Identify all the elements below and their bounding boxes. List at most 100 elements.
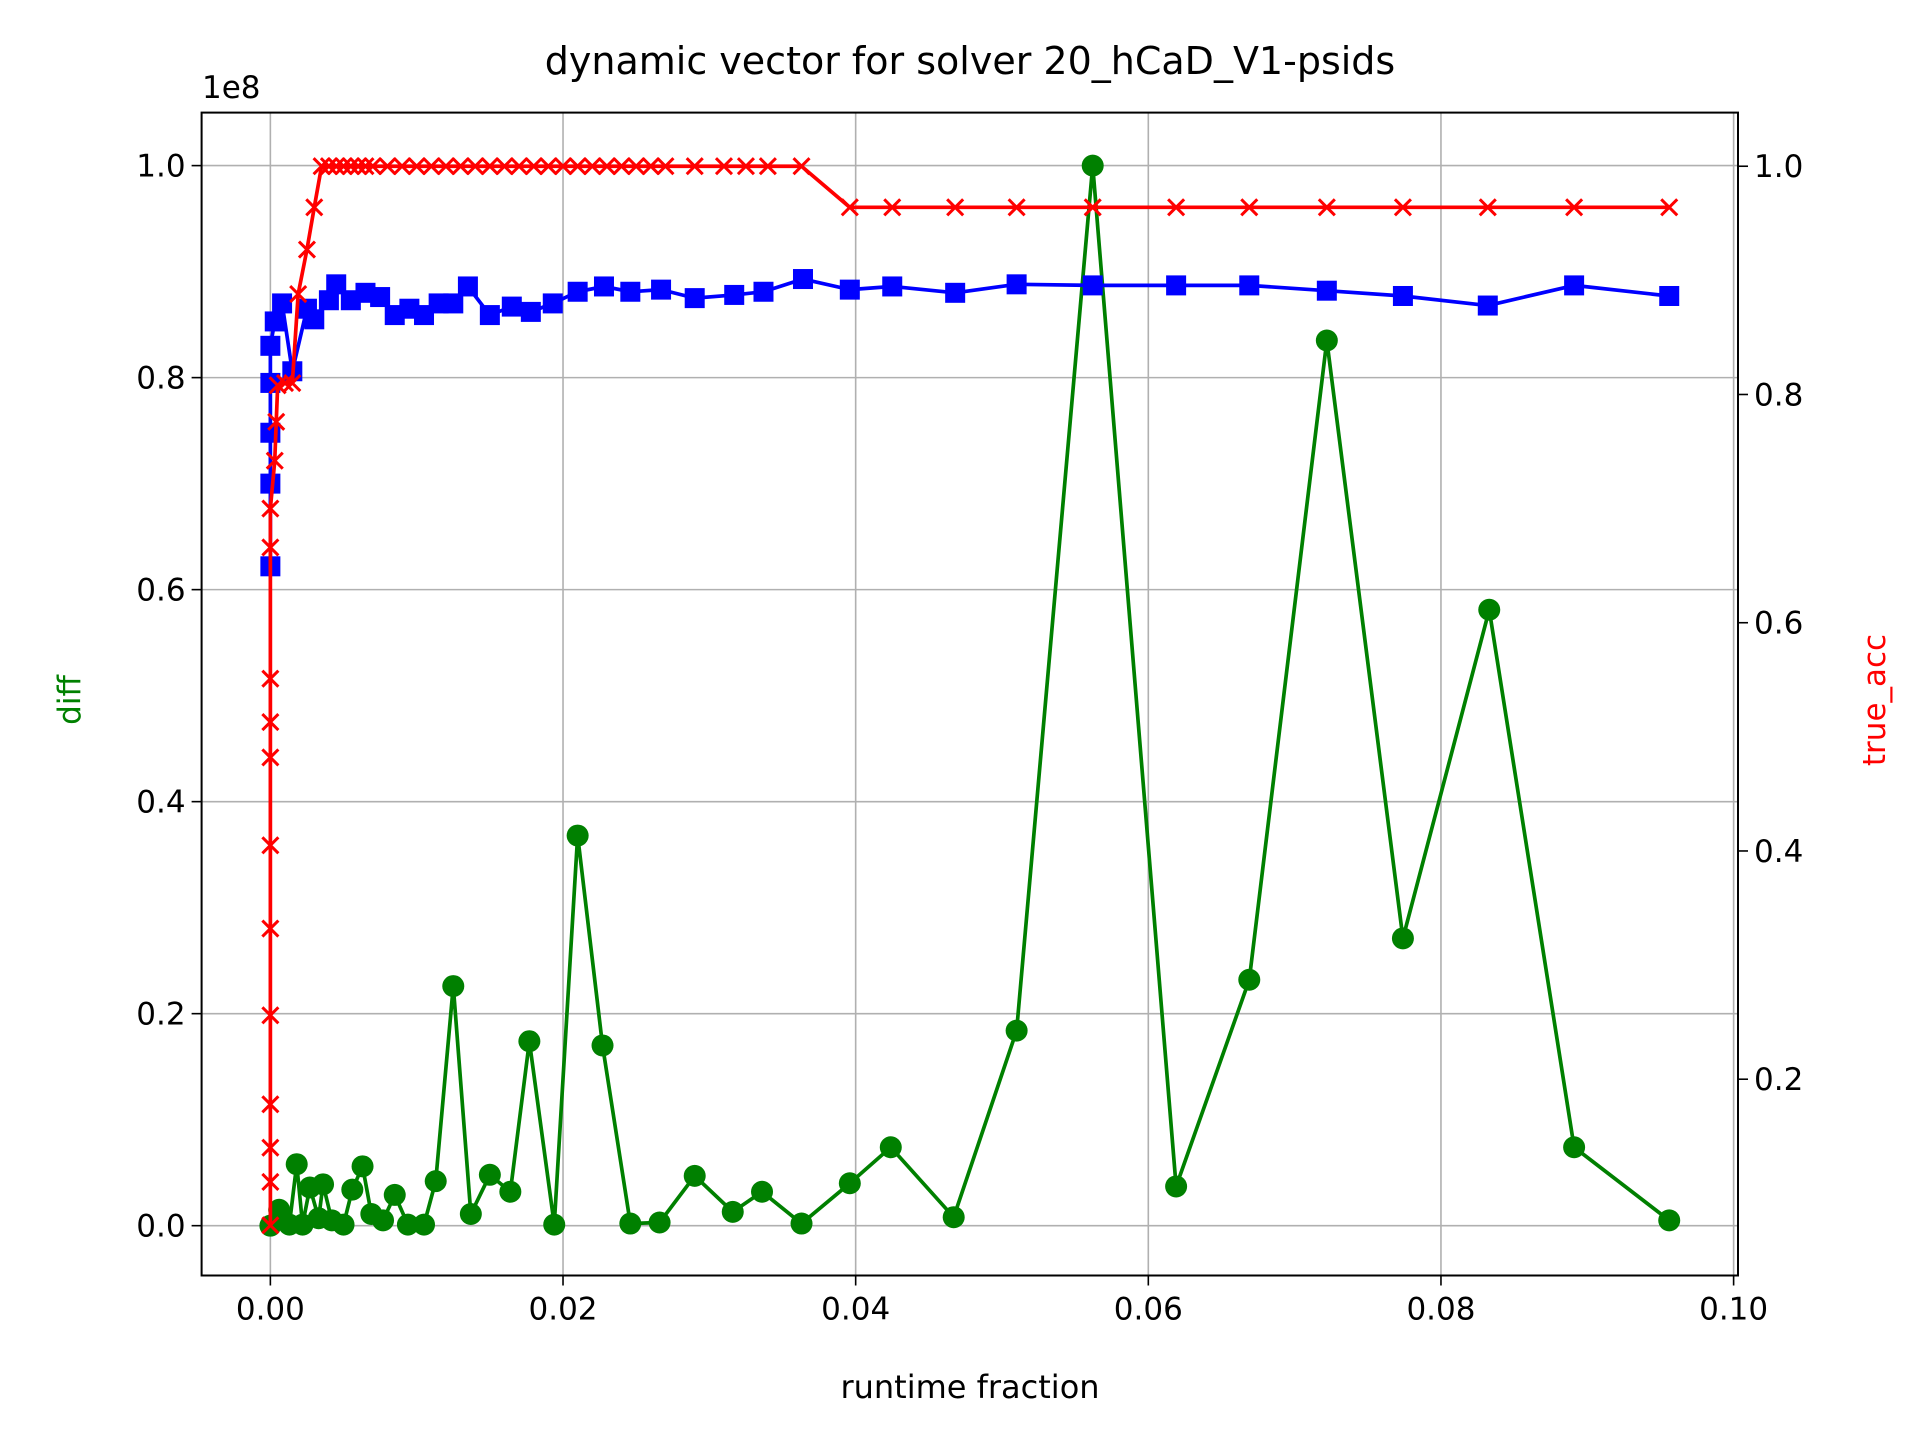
point	[1478, 598, 1501, 621]
x-tick-label: 0.08	[1406, 1292, 1475, 1328]
point	[568, 157, 587, 176]
point	[1166, 275, 1187, 296]
point	[1006, 274, 1027, 295]
point	[1239, 275, 1260, 296]
point	[297, 240, 317, 259]
point	[685, 157, 704, 176]
x-tick-label: 0.10	[1699, 1292, 1768, 1328]
point	[1393, 198, 1412, 217]
point	[393, 157, 412, 176]
point	[443, 293, 464, 314]
point	[499, 1180, 522, 1203]
point	[840, 198, 859, 217]
point	[553, 157, 573, 176]
point	[285, 1153, 308, 1176]
point	[1316, 280, 1337, 301]
point	[442, 975, 465, 998]
point	[261, 1006, 280, 1025]
point	[627, 157, 646, 176]
point	[792, 269, 813, 290]
x-axis-label: runtime fraction	[840, 1368, 1099, 1406]
y-tick-label: 0.6	[136, 573, 185, 609]
point	[261, 669, 280, 688]
point	[479, 305, 500, 326]
y2-axis-label: true_acc	[1857, 634, 1893, 766]
point	[539, 157, 558, 176]
point	[351, 1155, 374, 1178]
point	[566, 824, 589, 847]
point	[620, 281, 641, 302]
point	[327, 157, 346, 176]
point	[883, 198, 902, 217]
point	[304, 309, 325, 330]
point	[1081, 154, 1104, 177]
point	[326, 274, 347, 295]
point	[684, 288, 705, 309]
series	[261, 157, 1679, 1235]
point	[466, 157, 485, 176]
y2-tick-label: 1.0	[1754, 149, 1803, 185]
point	[275, 374, 295, 393]
point	[597, 157, 616, 176]
point	[341, 1178, 364, 1201]
point	[451, 157, 470, 176]
point	[656, 157, 675, 176]
point	[641, 157, 660, 176]
point	[289, 284, 308, 304]
point	[424, 1170, 447, 1193]
point	[1392, 285, 1413, 306]
point	[721, 1200, 744, 1223]
point	[319, 157, 338, 176]
point	[619, 1212, 642, 1235]
point	[753, 281, 774, 302]
y2-tick-label: 0.6	[1754, 606, 1803, 642]
point	[542, 293, 563, 314]
point	[1240, 198, 1259, 217]
point	[593, 276, 614, 297]
point	[261, 1138, 280, 1157]
y2-tick-label: 0.8	[1754, 377, 1803, 413]
point	[261, 1172, 280, 1191]
x-tick-label: 0.06	[1114, 1292, 1183, 1328]
point	[261, 538, 280, 557]
y-tick-label: 0.8	[136, 361, 185, 397]
y-tick-label: 1.0	[136, 149, 185, 185]
point	[312, 1173, 335, 1196]
point	[651, 279, 672, 300]
point	[370, 287, 391, 308]
series	[259, 154, 1681, 1237]
point	[436, 157, 456, 176]
point	[407, 157, 426, 176]
point	[591, 1034, 614, 1057]
point	[879, 1136, 902, 1159]
point	[341, 157, 360, 176]
chart-title: dynamic vector for solver 20_hCaD_V1-psi…	[545, 39, 1395, 83]
point	[1564, 275, 1585, 296]
point	[1315, 329, 1338, 352]
point	[724, 284, 745, 305]
point	[349, 157, 368, 176]
point	[714, 157, 734, 176]
point	[260, 473, 281, 494]
point	[1165, 1175, 1188, 1198]
point	[1082, 275, 1103, 296]
point	[518, 1030, 541, 1053]
point	[396, 1213, 419, 1236]
point	[524, 157, 543, 176]
point	[520, 301, 541, 322]
point	[261, 1095, 280, 1114]
point	[1477, 295, 1498, 316]
point	[261, 836, 280, 855]
point	[1083, 198, 1102, 217]
point	[265, 451, 284, 470]
point	[1478, 198, 1497, 217]
point	[356, 157, 375, 176]
point	[1238, 968, 1261, 991]
point	[478, 1163, 501, 1186]
point	[260, 335, 281, 356]
point	[758, 157, 777, 176]
point	[261, 919, 280, 938]
point	[261, 748, 280, 767]
